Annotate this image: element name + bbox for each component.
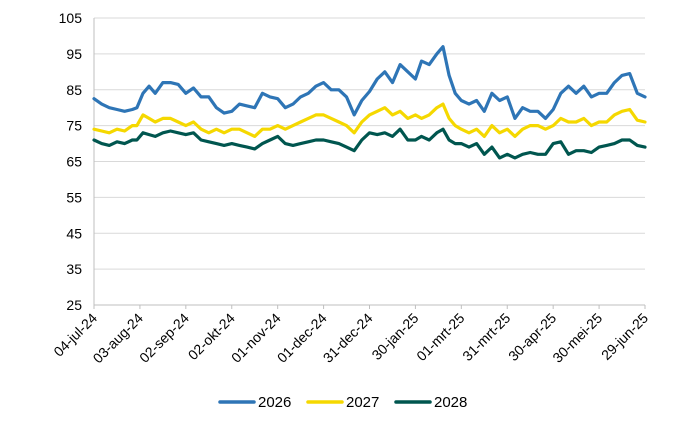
y-tick-label: 45 xyxy=(66,225,82,241)
x-tick-label: 30-mei-25 xyxy=(549,310,605,366)
legend-label: 2027 xyxy=(346,394,379,411)
legend-item-2026: 2026 xyxy=(218,394,291,411)
x-tick-label: 31-mrt-25 xyxy=(459,310,513,364)
x-tick-label: 02-sep-24 xyxy=(136,310,192,366)
legend-label: 2028 xyxy=(434,394,467,411)
y-tick-label: 105 xyxy=(59,10,83,26)
y-tick-label: 65 xyxy=(66,154,82,170)
y-tick-label: 75 xyxy=(66,118,82,134)
series-line-2026 xyxy=(92,45,647,121)
x-tick-label: 01-mrt-25 xyxy=(413,310,467,364)
legend-item-2027: 2027 xyxy=(306,394,379,411)
y-tick-label: 25 xyxy=(66,297,82,313)
legend: 2026 2027 2028 xyxy=(218,394,467,411)
x-tick-label: 31-dec-24 xyxy=(320,310,376,366)
x-tick-label: 30-jan-25 xyxy=(368,310,421,363)
y-tick-label: 35 xyxy=(66,261,82,277)
x-tick-label: 03-aug-24 xyxy=(90,310,147,367)
axes xyxy=(93,18,646,309)
y-tick-label: 95 xyxy=(66,46,82,62)
x-tick-label: 29-jun-25 xyxy=(598,310,651,363)
series-line-2027 xyxy=(92,102,647,138)
legend-item-2028: 2028 xyxy=(394,394,467,411)
series-line-2028 xyxy=(92,127,647,160)
series-lines xyxy=(92,45,647,160)
y-tick-label: 85 xyxy=(66,82,82,98)
legend-label: 2026 xyxy=(258,394,291,411)
y-tick-label: 55 xyxy=(66,189,82,205)
y-tick-labels: 25 35 45 55 65 75 85 95 105 xyxy=(59,10,83,313)
x-tick-labels: 04-jul-2403-aug-2402-sep-2402-okt-2401-n… xyxy=(50,310,651,367)
